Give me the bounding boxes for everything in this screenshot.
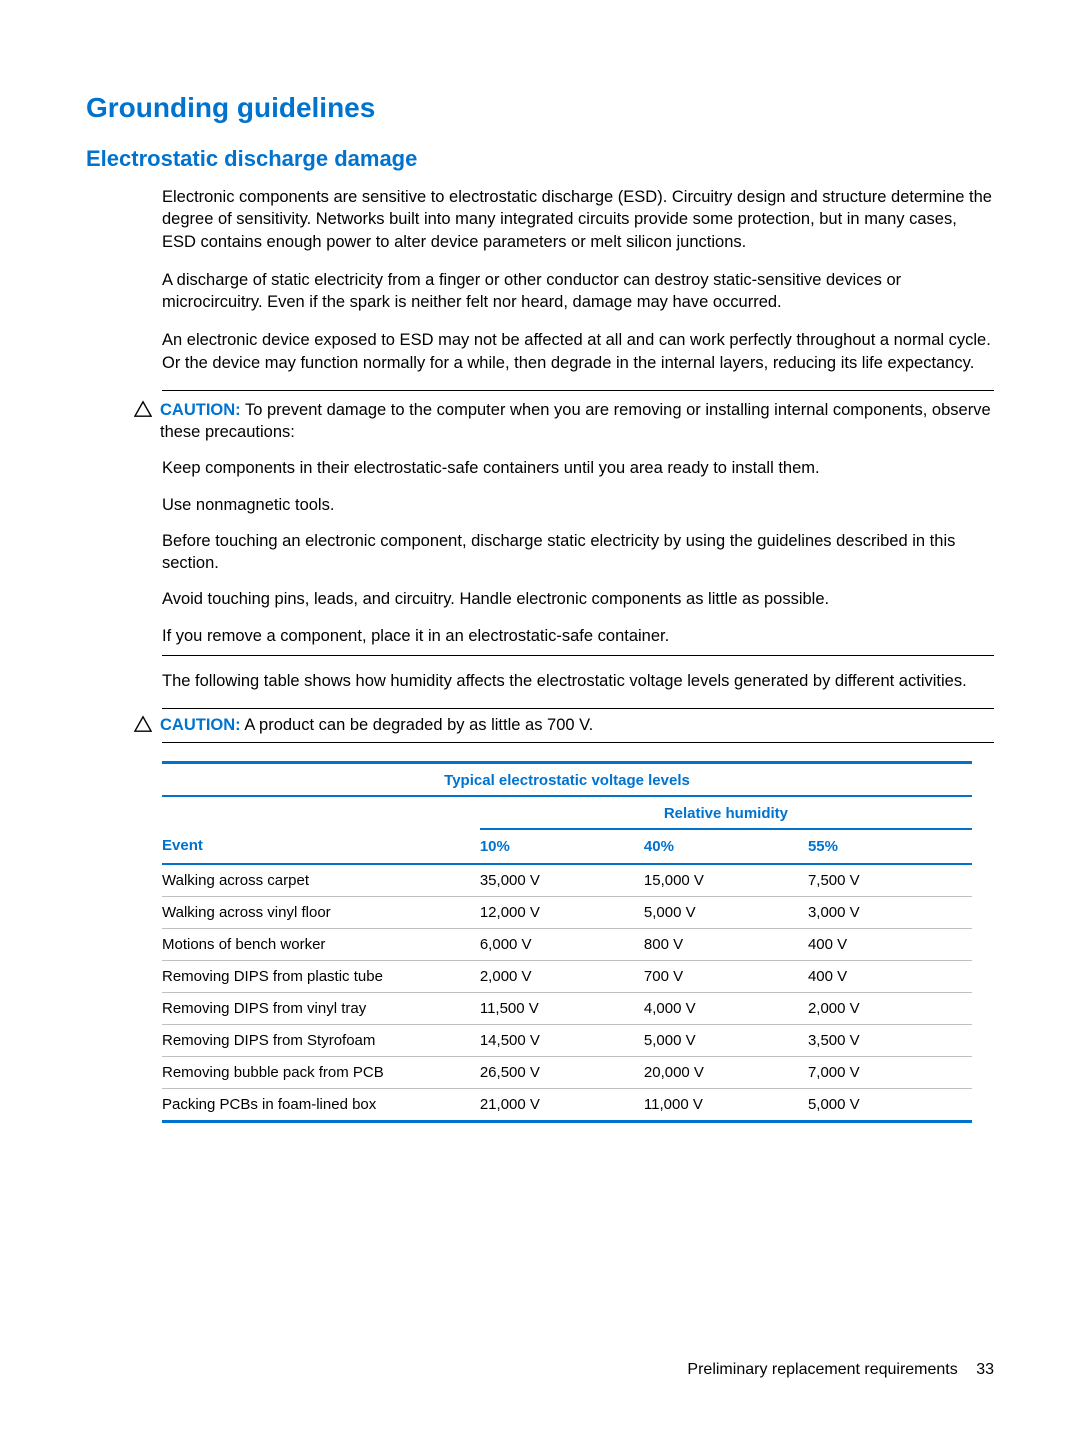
heading-2: Electrostatic discharge damage bbox=[86, 146, 994, 172]
table-cell: 26,500 V bbox=[480, 1056, 644, 1088]
table-header: 10% bbox=[480, 829, 644, 864]
table-cell: 4,000 V bbox=[644, 992, 808, 1024]
caution-item: Keep components in their electrostatic-s… bbox=[162, 457, 994, 479]
table-cell: 6,000 V bbox=[480, 928, 644, 960]
table-title-row: Typical electrostatic voltage levels bbox=[162, 762, 972, 796]
paragraph: Electronic components are sensitive to e… bbox=[162, 186, 994, 253]
page-footer: Preliminary replacement requirements 33 bbox=[687, 1361, 994, 1379]
paragraph: An electronic device exposed to ESD may … bbox=[162, 329, 994, 374]
table-cell: 5,000 V bbox=[644, 896, 808, 928]
table-rh-row: Relative humidity bbox=[162, 796, 972, 829]
table-cell: Removing DIPS from vinyl tray bbox=[162, 992, 480, 1024]
table-cell: Walking across carpet bbox=[162, 864, 480, 897]
table-title: Typical electrostatic voltage levels bbox=[162, 762, 972, 796]
intro-paragraphs: Electronic components are sensitive to e… bbox=[162, 186, 994, 374]
caution-item: If you remove a component, place it in a… bbox=[162, 625, 994, 647]
footer-page-number: 33 bbox=[976, 1361, 994, 1378]
document-page: Grounding guidelines Electrostatic disch… bbox=[0, 0, 1080, 1437]
table-cell: Removing DIPS from Styrofoam bbox=[162, 1024, 480, 1056]
table-cell: 12,000 V bbox=[480, 896, 644, 928]
table-cell: 3,000 V bbox=[808, 896, 972, 928]
table-cell: 7,500 V bbox=[808, 864, 972, 897]
table-header-row: Event 10% 40% 55% bbox=[162, 829, 972, 864]
table-header: 40% bbox=[644, 829, 808, 864]
paragraph: A discharge of static electricity from a… bbox=[162, 269, 994, 314]
table-intro: The following table shows how humidity a… bbox=[162, 670, 994, 692]
paragraph: The following table shows how humidity a… bbox=[162, 670, 994, 692]
table-row: Walking across carpet35,000 V15,000 V7,5… bbox=[162, 864, 972, 897]
table-row: Removing DIPS from vinyl tray11,500 V4,0… bbox=[162, 992, 972, 1024]
table-cell: 21,000 V bbox=[480, 1088, 644, 1121]
table-cell: Walking across vinyl floor bbox=[162, 896, 480, 928]
table-row: Packing PCBs in foam-lined box21,000 V11… bbox=[162, 1088, 972, 1121]
table-cell: 11,500 V bbox=[480, 992, 644, 1024]
table-cell: 5,000 V bbox=[808, 1088, 972, 1121]
table-cell: Removing bubble pack from PCB bbox=[162, 1056, 480, 1088]
caution-block-2: CAUTION: A product can be degraded by as… bbox=[162, 708, 994, 742]
table-cell: 800 V bbox=[644, 928, 808, 960]
table-row: Removing bubble pack from PCB26,500 V20,… bbox=[162, 1056, 972, 1088]
caution-icon bbox=[134, 715, 152, 733]
table-cell: Packing PCBs in foam-lined box bbox=[162, 1088, 480, 1121]
caution-item: Before touching an electronic component,… bbox=[162, 530, 994, 575]
table-cell-empty bbox=[162, 796, 480, 829]
caution-block-1: CAUTION: To prevent damage to the comput… bbox=[162, 390, 994, 656]
table-cell: 15,000 V bbox=[644, 864, 808, 897]
caution-text: CAUTION: To prevent damage to the comput… bbox=[160, 399, 994, 444]
table-cell: Motions of bench worker bbox=[162, 928, 480, 960]
voltage-table: Typical electrostatic voltage levels Rel… bbox=[162, 761, 972, 1123]
caution-label: CAUTION: bbox=[160, 716, 241, 734]
table-cell: 14,500 V bbox=[480, 1024, 644, 1056]
table-cell: 2,000 V bbox=[480, 960, 644, 992]
table-cell: 2,000 V bbox=[808, 992, 972, 1024]
table-row: Removing DIPS from Styrofoam14,500 V5,00… bbox=[162, 1024, 972, 1056]
table-row: Walking across vinyl floor12,000 V5,000 … bbox=[162, 896, 972, 928]
table-header: 55% bbox=[808, 829, 972, 864]
table-cell: 11,000 V bbox=[644, 1088, 808, 1121]
caution-item: Use nonmagnetic tools. bbox=[162, 494, 994, 516]
table-row: Motions of bench worker6,000 V800 V400 V bbox=[162, 928, 972, 960]
caution-item: Avoid touching pins, leads, and circuitr… bbox=[162, 588, 994, 610]
table-cell: Removing DIPS from plastic tube bbox=[162, 960, 480, 992]
caution-label: CAUTION: bbox=[160, 401, 241, 419]
caution-body: A product can be degraded by as little a… bbox=[244, 716, 593, 734]
table-cell: 700 V bbox=[644, 960, 808, 992]
table-cell: 400 V bbox=[808, 960, 972, 992]
heading-1: Grounding guidelines bbox=[86, 92, 994, 124]
caution-text: CAUTION: A product can be degraded by as… bbox=[160, 714, 593, 736]
table-row: Removing DIPS from plastic tube2,000 V70… bbox=[162, 960, 972, 992]
table-cell: 35,000 V bbox=[480, 864, 644, 897]
footer-text: Preliminary replacement requirements bbox=[687, 1361, 957, 1378]
table-cell: 5,000 V bbox=[644, 1024, 808, 1056]
caution-icon bbox=[134, 400, 152, 418]
caution-lead: To prevent damage to the computer when y… bbox=[160, 401, 991, 441]
table-cell: 20,000 V bbox=[644, 1056, 808, 1088]
table-cell: 3,500 V bbox=[808, 1024, 972, 1056]
table-cell: 7,000 V bbox=[808, 1056, 972, 1088]
table-header: Event bbox=[162, 829, 480, 864]
table-cell: 400 V bbox=[808, 928, 972, 960]
table-rh-label: Relative humidity bbox=[480, 796, 972, 829]
